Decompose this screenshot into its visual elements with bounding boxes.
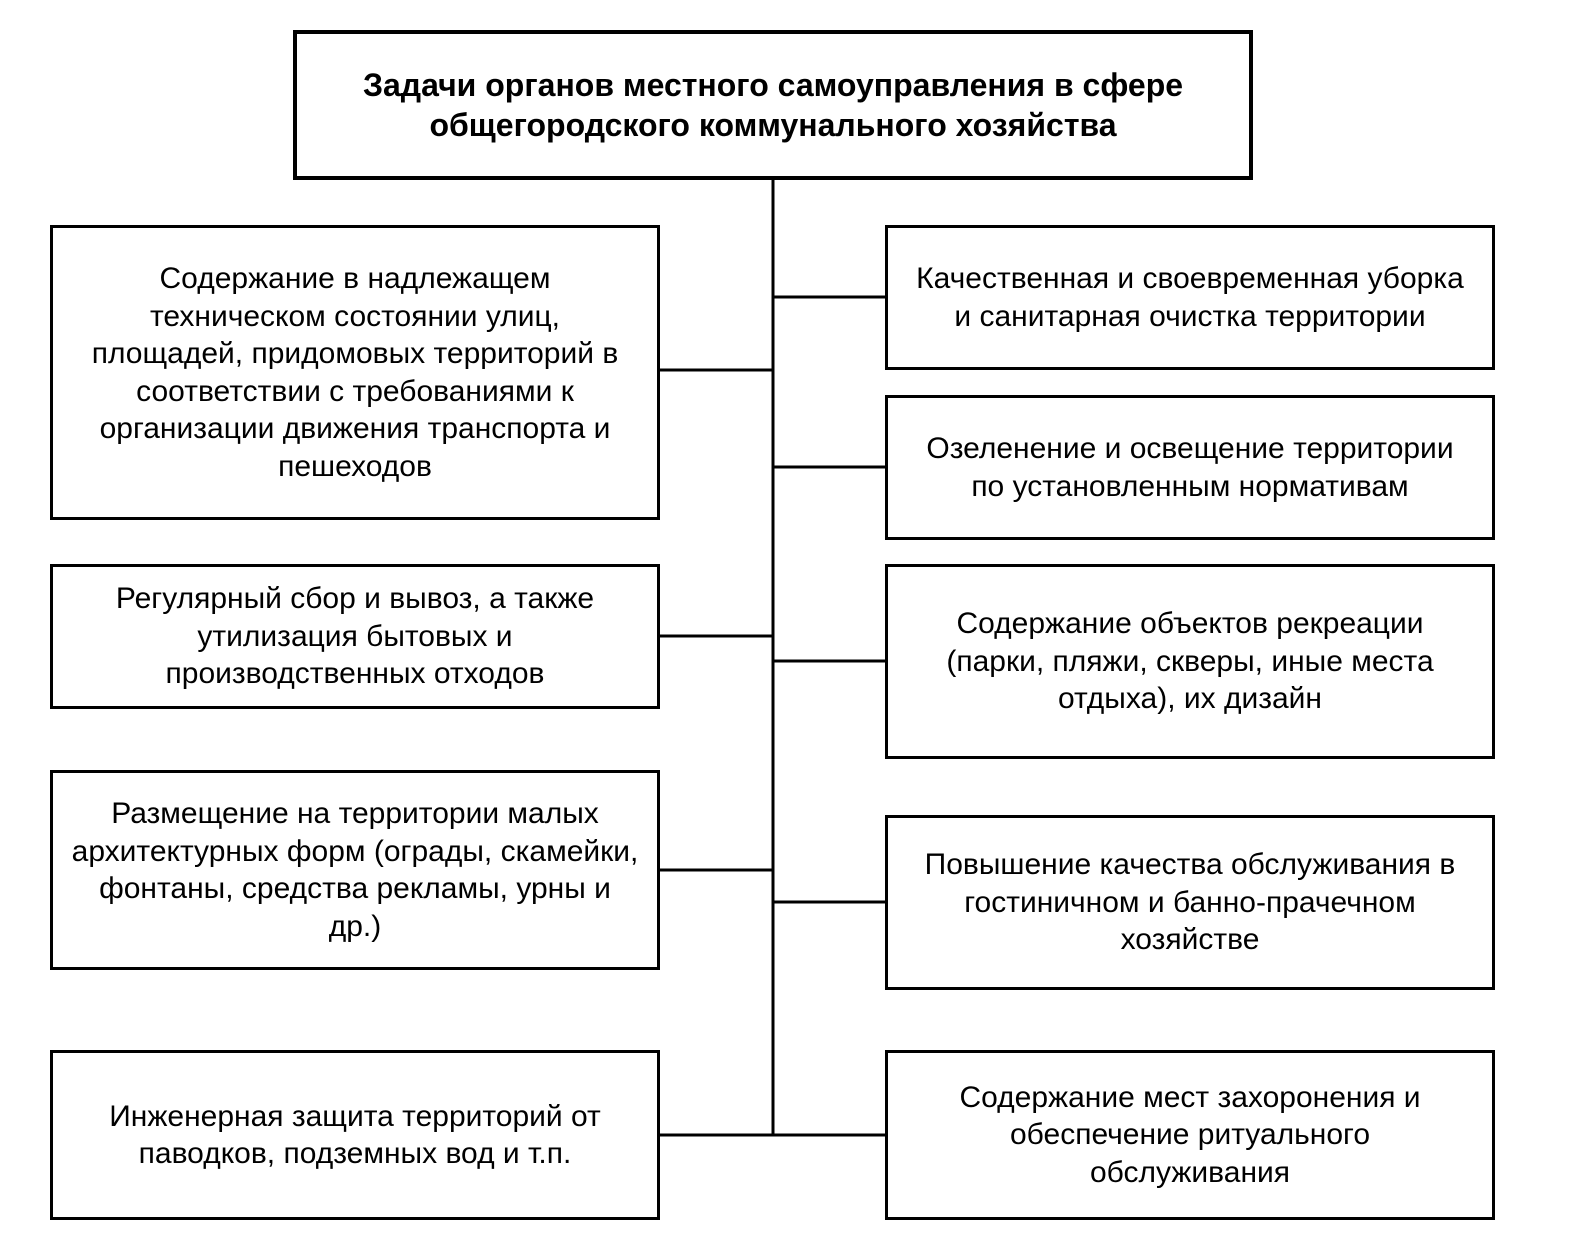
diagram-node: Озеленение и освещение территории по уст… — [885, 395, 1495, 540]
diagram-node-text: Размещение на территории малых архитекту… — [71, 795, 639, 945]
diagram-node-text: Озеленение и освещение территории по уст… — [906, 430, 1474, 505]
diagram-node-text: Повышение качества обслуживания в гостин… — [906, 846, 1474, 959]
diagram-node-text: Содержание в надлежащем техническом сост… — [71, 260, 639, 485]
diagram-node-text: Регулярный сбор и вывоз, а также утилиза… — [71, 580, 639, 693]
diagram-node: Содержание мест захоронения и обеспечени… — [885, 1050, 1495, 1220]
diagram-node: Содержание в надлежащем техническом сост… — [50, 225, 660, 520]
diagram-title-text: Задачи органов местного самоуправления в… — [315, 65, 1231, 145]
diagram-node-text: Содержание объектов рекреации (парки, пл… — [906, 605, 1474, 718]
diagram-title: Задачи органов местного самоуправления в… — [293, 30, 1253, 180]
diagram-node: Регулярный сбор и вывоз, а также утилиза… — [50, 564, 660, 709]
diagram-node: Размещение на территории малых архитекту… — [50, 770, 660, 970]
diagram-node-text: Содержание мест захоронения и обеспечени… — [906, 1079, 1474, 1192]
diagram-canvas: Задачи органов местного самоуправления в… — [0, 0, 1573, 1252]
diagram-node: Содержание объектов рекреации (парки, пл… — [885, 564, 1495, 759]
diagram-node: Инженерная защита территорий от паводков… — [50, 1050, 660, 1220]
diagram-node: Повышение качества обслуживания в гостин… — [885, 815, 1495, 990]
diagram-node: Качественная и своевременная уборка и са… — [885, 225, 1495, 370]
diagram-node-text: Инженерная защита территорий от паводков… — [71, 1098, 639, 1173]
diagram-node-text: Качественная и своевременная уборка и са… — [906, 260, 1474, 335]
